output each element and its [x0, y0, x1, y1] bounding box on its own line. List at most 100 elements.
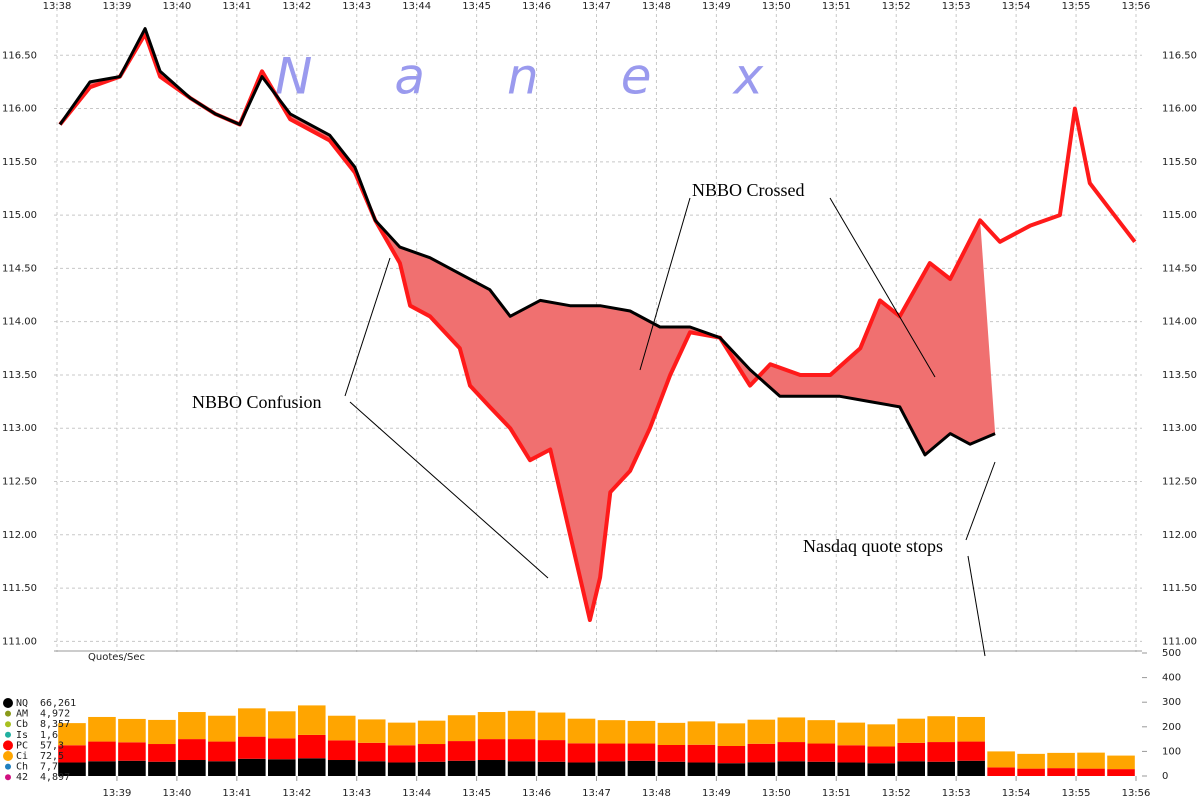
- bar-segment: [897, 718, 925, 743]
- bar-segment: [88, 741, 116, 762]
- bar-segment: [1017, 753, 1045, 769]
- x-tick-label: 13:39: [103, 1, 132, 12]
- legend-count: 4,897: [40, 772, 70, 783]
- x-tick-label: 13:47: [582, 1, 611, 12]
- x-tick-label: 13:53: [942, 788, 971, 799]
- legend-marker: [3, 698, 13, 708]
- bar-segment: [837, 762, 866, 776]
- x-tick-label: 13:40: [162, 1, 191, 12]
- bar-segment: [327, 740, 356, 761]
- x-tick-label: 13:53: [942, 1, 971, 12]
- x-tick-label: 13:45: [462, 1, 491, 12]
- annotation-pointer: [344, 257, 391, 397]
- bar-segment: [657, 722, 686, 746]
- y-tick-label: 113.50: [2, 370, 37, 381]
- bar-segment: [597, 720, 626, 744]
- bar-segment: [238, 736, 266, 759]
- bar-segment: [1107, 755, 1135, 770]
- bar-segment: [537, 740, 566, 762]
- bar-segment: [867, 763, 896, 776]
- bar-segment: [627, 743, 656, 761]
- x-tick-label: 13:38: [43, 1, 72, 12]
- y-tick-label: 200: [1162, 722, 1181, 733]
- legend-marker: [5, 721, 11, 728]
- bar-segment: [627, 760, 656, 776]
- bar-segment: [58, 762, 86, 776]
- y-tick-label: 115.50: [1162, 157, 1197, 168]
- bar-segment: [1047, 768, 1075, 776]
- bar-segment: [178, 739, 206, 761]
- bar-segment: [777, 717, 806, 743]
- bar-segment: [268, 738, 296, 760]
- y-tick-label: 100: [1162, 746, 1181, 757]
- x-tick-label: 13:48: [642, 788, 671, 799]
- bar-segment: [747, 762, 776, 776]
- x-tick-label: 13:45: [462, 788, 491, 799]
- legend-count: 4,972: [40, 709, 70, 720]
- x-tick-label: 13:50: [762, 788, 791, 799]
- bar-segment: [597, 743, 626, 762]
- bar-segment: [807, 743, 836, 762]
- bar-segment: [897, 742, 925, 762]
- x-tick-label: 13:46: [522, 1, 551, 12]
- bar-segment: [567, 718, 596, 744]
- bar-segment: [507, 710, 536, 740]
- bar-segment: [447, 760, 476, 776]
- x-tick-label: 13:56: [1122, 1, 1151, 12]
- bar-segment: [687, 744, 716, 763]
- x-tick-label: 13:52: [882, 788, 911, 799]
- x-tick-label: 13:47: [582, 788, 611, 799]
- bar-segment: [957, 760, 985, 776]
- bar-segment: [567, 743, 596, 763]
- legend-count: 66,261: [40, 698, 76, 709]
- bar-segment: [387, 722, 416, 746]
- bar-segment: [297, 734, 326, 759]
- legend-label: Ch: [16, 762, 28, 773]
- bar-segment: [118, 742, 146, 761]
- bar-segment: [88, 716, 116, 742]
- bar-segment: [747, 719, 776, 744]
- y-tick-label: 114.50: [1162, 263, 1197, 274]
- bar-segment: [357, 719, 386, 743]
- annotation-pointer: [967, 555, 986, 657]
- bar-segment: [1017, 768, 1045, 776]
- y-tick-label: 113.00: [2, 423, 37, 434]
- bar-segment: [657, 761, 686, 776]
- bar-segment: [807, 761, 836, 776]
- bar-segment: [657, 745, 686, 762]
- x-tick-label: 13:44: [402, 1, 431, 12]
- x-tick-label: 13:50: [762, 1, 791, 12]
- legend-count: 7,7: [40, 762, 58, 773]
- y-tick-label: 300: [1162, 697, 1181, 708]
- x-tick-label: 13:40: [162, 788, 191, 799]
- x-tick-label: 13:39: [103, 788, 132, 799]
- bar-segment: [717, 763, 746, 776]
- x-tick-label: 13:51: [822, 1, 851, 12]
- spread-area: [59, 28, 996, 621]
- price-line: [58, 32, 1137, 622]
- legend-marker: [5, 710, 11, 717]
- annotation-pointer: [639, 197, 691, 371]
- y-tick-label: 116.00: [2, 104, 37, 115]
- legend-count: 72,5: [40, 751, 64, 762]
- y-tick-label: 111.00: [2, 636, 37, 647]
- x-tick-label: 13:51: [822, 788, 851, 799]
- bar-segment: [687, 762, 716, 776]
- y-tick-label: 115.50: [2, 157, 37, 168]
- y-tick-label: 111.50: [1162, 583, 1197, 594]
- bar-segment: [507, 739, 536, 762]
- bar-segment: [687, 721, 716, 745]
- bar-segment: [987, 767, 1015, 776]
- x-tick-label: 13:43: [342, 1, 371, 12]
- bar-segment: [567, 762, 596, 776]
- annotations: NBBO Confusion NBBO Crossed Nasdaq quote…: [192, 180, 996, 657]
- x-tick-label: 13:54: [1002, 1, 1031, 12]
- bar-segment: [537, 761, 566, 776]
- x-tick-label: 13:49: [702, 788, 731, 799]
- annotation: NBBO Confusion: [192, 392, 322, 412]
- y-tick-label: 113.50: [1162, 370, 1197, 381]
- bar-segment: [118, 760, 146, 776]
- bar-segment: [118, 718, 146, 743]
- y-tick-label: 115.00: [1162, 210, 1197, 221]
